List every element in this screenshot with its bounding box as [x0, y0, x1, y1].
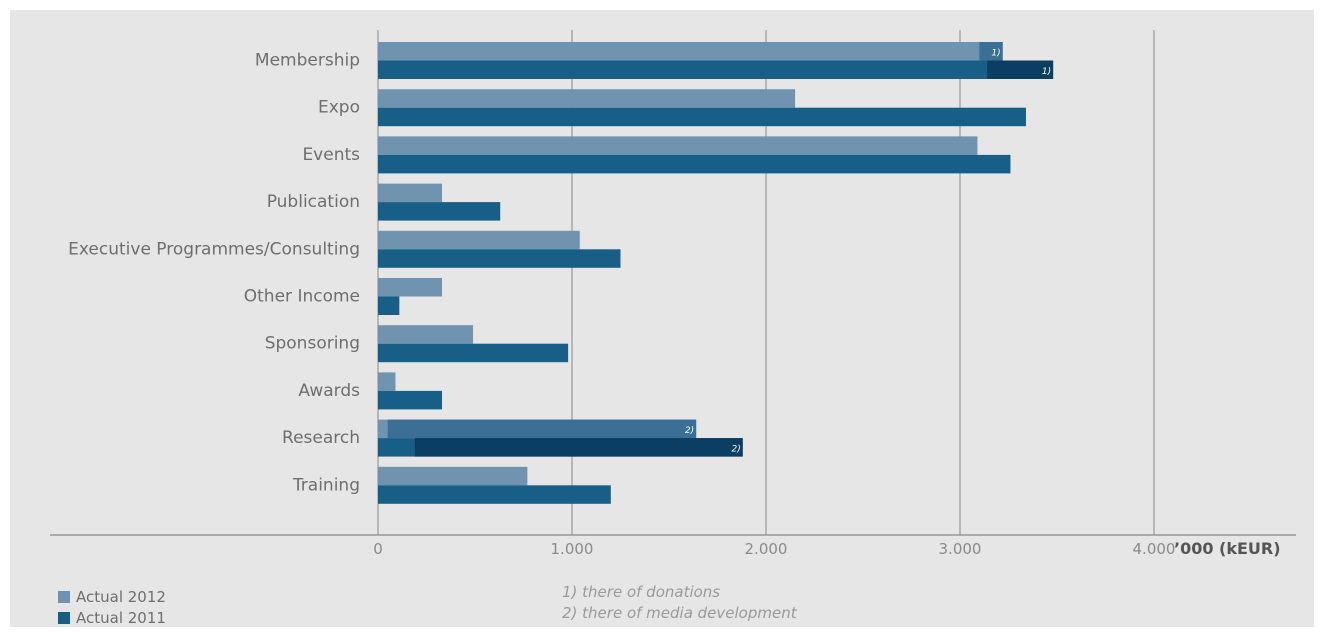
bar-0-s0 [378, 42, 1003, 61]
bar-1-s0 [378, 89, 796, 108]
bar-segment-marker-2: 2) [685, 426, 694, 436]
category-label-4: Executive Programmes/Consulting [68, 239, 360, 259]
bar-4-s0 [378, 230, 580, 250]
category-label-1: Expo [318, 98, 360, 118]
legend: Actual 2012 Actual 2011 [58, 586, 166, 628]
bar-3-s0 [378, 183, 443, 203]
x-tick-label-3: 3.000 [939, 540, 982, 558]
bar-segment-marker-3: 2) [731, 445, 740, 455]
footnote-1: 1) there of donations [562, 583, 721, 601]
category-label-7: Awards [298, 381, 360, 401]
legend-label-2011: Actual 2011 [76, 608, 166, 627]
axis-unit-label: ’000 (kEUR) [1174, 539, 1281, 558]
bar-9-s0 [378, 466, 528, 486]
chart-panel: Membership Expo Events Publication Executive… [10, 10, 1314, 627]
category-label-3: Publication [267, 192, 360, 212]
bar-segment-2 [387, 419, 697, 439]
legend-swatch-2011 [58, 611, 70, 624]
category-label-0: Membership [255, 51, 360, 71]
bar-9-s1 [378, 485, 611, 504]
legend-swatch-2012 [58, 590, 70, 603]
bar-6-s1 [378, 343, 569, 363]
category-label-2: Events [302, 145, 360, 165]
bar-1-s1 [378, 107, 1026, 127]
bar-segment-0 [979, 42, 1003, 61]
bar-segment-3 [414, 438, 743, 457]
bar-7-s1 [378, 390, 443, 410]
bar-4-s1 [378, 249, 621, 268]
x-tick-label-4: 4.000 [1133, 540, 1176, 558]
x-tick-label-0: 0 [373, 540, 383, 558]
bar-5-s0 [378, 278, 443, 297]
x-tick-label-2: 2.000 [745, 540, 788, 558]
x-tick-label-1: 1.000 [551, 540, 594, 558]
category-label-9: Training [292, 475, 360, 495]
bar-3-s1 [378, 202, 501, 221]
bar-segment-marker-1: 1) [1042, 67, 1051, 77]
footnotes: 1) there of donations 2) there of media … [562, 582, 797, 624]
bar-segment-marker-0: 1) [991, 49, 1000, 59]
category-label-6: Sponsoring [265, 334, 360, 354]
bar-0-s1 [378, 60, 1054, 79]
bar-5-s1 [378, 296, 400, 315]
category-label-8: Research [282, 428, 360, 448]
category-label-5: Other Income [244, 287, 360, 307]
bar-7-s0 [378, 372, 396, 391]
bar-6-s0 [378, 325, 474, 344]
legend-label-2012: Actual 2012 [76, 587, 166, 606]
bar-segment-1 [987, 60, 1054, 79]
bar-2-s1 [378, 154, 1011, 174]
footnote-2: 2) there of media development [562, 604, 797, 622]
legend-item-2011: Actual 2011 [58, 607, 166, 628]
bar-chart: Membership Expo Events Publication Executive… [50, 30, 1296, 558]
bar-2-s0 [378, 136, 978, 155]
legend-item-2012: Actual 2012 [58, 586, 166, 607]
